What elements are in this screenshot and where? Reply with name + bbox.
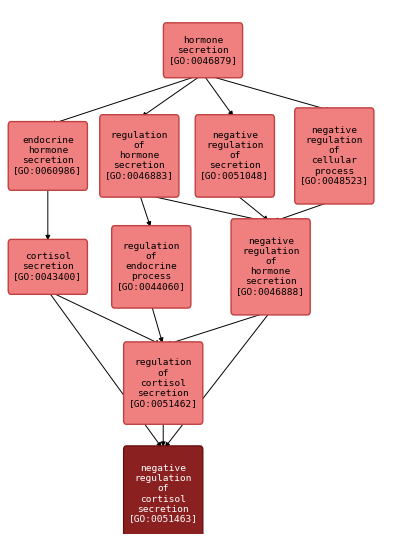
Text: hormone
secretion
[GO:0046879]: hormone secretion [GO:0046879] [168, 36, 237, 65]
Text: negative
regulation
of
secretion
[GO:0051048]: negative regulation of secretion [GO:005… [200, 132, 269, 181]
Text: endocrine
hormone
secretion
[GO:0060986]: endocrine hormone secretion [GO:0060986] [13, 136, 82, 176]
FancyBboxPatch shape [163, 23, 242, 78]
Text: negative
regulation
of
cellular
process
[GO:0048523]: negative regulation of cellular process … [299, 126, 368, 185]
FancyBboxPatch shape [123, 446, 202, 539]
FancyBboxPatch shape [294, 108, 373, 204]
FancyBboxPatch shape [123, 342, 202, 424]
FancyBboxPatch shape [230, 219, 309, 315]
FancyBboxPatch shape [100, 115, 179, 197]
FancyBboxPatch shape [195, 115, 274, 197]
Text: regulation
of
cortisol
secretion
[GO:0051462]: regulation of cortisol secretion [GO:005… [128, 358, 197, 407]
Text: cortisol
secretion
[GO:0043400]: cortisol secretion [GO:0043400] [13, 252, 82, 281]
FancyBboxPatch shape [111, 226, 190, 308]
Text: negative
regulation
of
hormone
secretion
[GO:0046888]: negative regulation of hormone secretion… [236, 237, 305, 296]
Text: negative
regulation
of
cortisol
secretion
[GO:0051463]: negative regulation of cortisol secretio… [128, 465, 197, 523]
Text: regulation
of
endocrine
process
[GO:0044060]: regulation of endocrine process [GO:0044… [117, 242, 185, 292]
FancyBboxPatch shape [8, 239, 87, 294]
Text: regulation
of
hormone
secretion
[GO:0046883]: regulation of hormone secretion [GO:0046… [104, 132, 173, 181]
FancyBboxPatch shape [8, 122, 87, 190]
